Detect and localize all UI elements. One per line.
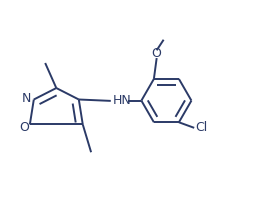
Text: Cl: Cl [195, 121, 207, 134]
Text: O: O [152, 47, 162, 60]
Text: O: O [19, 121, 29, 134]
Text: HN: HN [113, 94, 131, 107]
Text: N: N [21, 92, 31, 105]
